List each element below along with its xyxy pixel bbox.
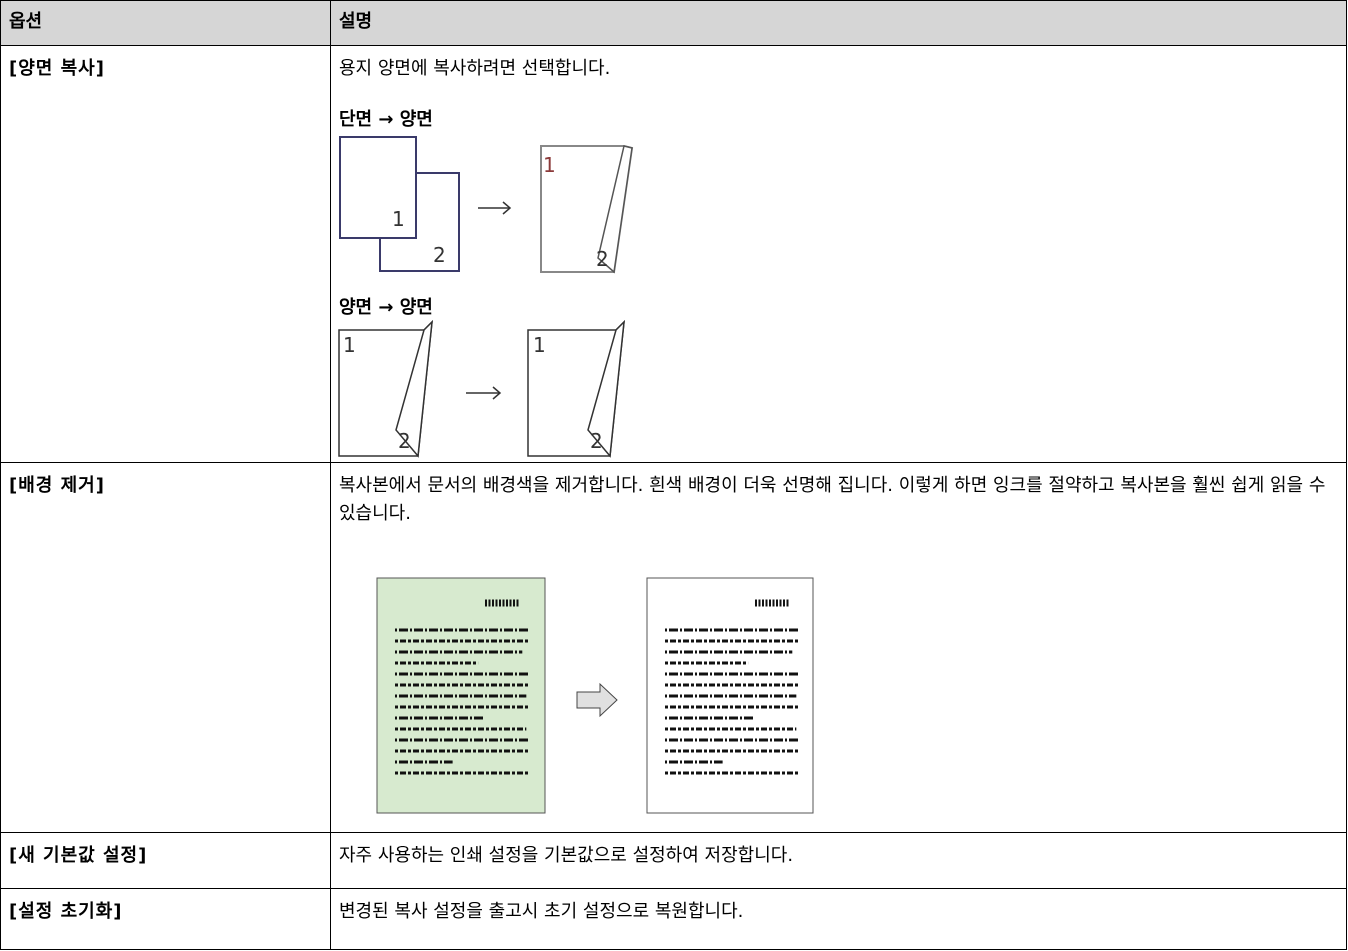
description: 변경된 복사 설정을 출고시 초기 설정으로 복원합니다.	[339, 901, 744, 922]
page-curl	[395, 319, 433, 458]
description-cell: 변경된 복사 설정을 출고시 초기 설정으로 복원합니다.	[330, 888, 1347, 950]
text-lines	[395, 599, 799, 775]
page-number: 1	[343, 333, 356, 357]
page-curl	[587, 319, 625, 458]
page-number: 2	[433, 243, 446, 267]
page-number: 2	[596, 247, 609, 271]
description: 복사본에서 문서의 배경색을 제거합니다. 흰색 배경이 더욱 선명해 집니다.…	[339, 475, 1326, 524]
arrow	[478, 201, 512, 215]
page-number: 1	[533, 333, 546, 357]
block-arrow	[576, 682, 618, 718]
page-curl	[597, 145, 633, 274]
page	[339, 136, 417, 239]
example-heading: 양면 → 양면	[339, 297, 433, 318]
page-number: 1	[543, 153, 556, 177]
arrow	[466, 386, 502, 400]
description: 용지 양면에 복사하려면 선택합니다.	[339, 58, 611, 79]
description: 자주 사용하는 인쇄 설정을 기본값으로 설정하여 저장합니다.	[339, 845, 794, 866]
example-heading: 단면 → 양면	[339, 109, 433, 130]
page-number: 2	[398, 429, 411, 453]
page-number: 2	[590, 429, 603, 453]
page-number: 1	[392, 207, 405, 231]
header-option: 옵션	[0, 0, 331, 46]
